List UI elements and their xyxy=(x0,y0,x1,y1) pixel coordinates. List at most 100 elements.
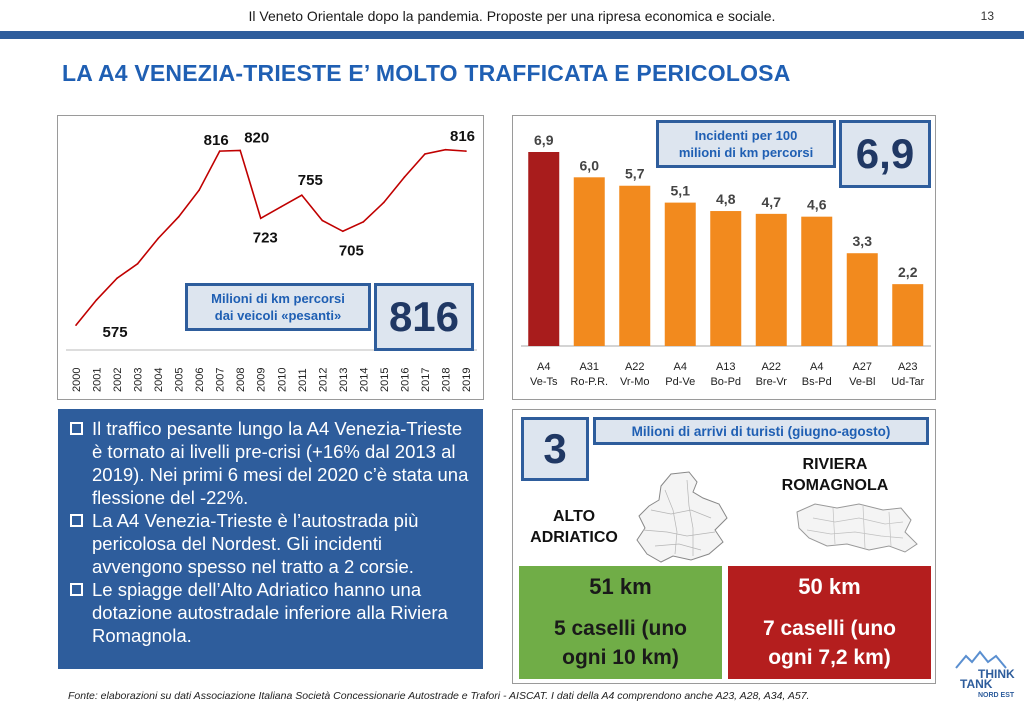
data-label: 723 xyxy=(253,229,278,246)
data-point xyxy=(342,230,344,233)
category-label-section: Bs-Pd xyxy=(802,376,832,388)
accidents-bar-chart-panel: 6,9 A4 Ve-Ts 6,0 A31 Ro-P.R. 5,7 A22 Vr-Mo 5,1 A4 P… xyxy=(512,115,936,400)
x-tick-label: 2011 xyxy=(297,368,309,392)
x-tick-label: 2018 xyxy=(440,368,452,392)
alto-name-line2: ADRIATICO xyxy=(530,529,618,546)
logo-line3: NORD EST xyxy=(978,692,1015,699)
category-label-road: A22 xyxy=(761,361,781,373)
data-point xyxy=(280,205,283,208)
category-label-section: Ve-Bl xyxy=(849,376,875,388)
data-point xyxy=(444,148,447,151)
traffic-callout-label-line2: dai veicoli «pesanti» xyxy=(214,308,342,323)
emilia-romagna-map-icon xyxy=(796,503,918,553)
heavy-traffic-series-line xyxy=(75,148,467,326)
category-label-road: A22 xyxy=(625,361,645,373)
riviera-caselli-line1: 7 caselli (uno xyxy=(762,617,897,640)
data-label: 575 xyxy=(103,324,128,341)
bar xyxy=(619,185,651,346)
bar xyxy=(801,216,833,346)
traffic-line-chart: 2000 2001 2002 2003 2004 2005 2006 2007 2008 2009… xyxy=(66,128,477,392)
alto-km: 51 km xyxy=(589,574,652,599)
x-tick-label: 2013 xyxy=(338,368,350,392)
x-tick-label: 2003 xyxy=(133,368,145,392)
header-bar xyxy=(0,31,1024,39)
bar xyxy=(846,253,878,346)
x-tick-label: 2009 xyxy=(256,368,268,392)
bar-value-label: 4,7 xyxy=(762,194,782,210)
bullet-item: Il traffico pesante lungo la A4 Venezia-… xyxy=(68,417,473,509)
accidents-bar-chart: 6,9 A4 Ve-Ts 6,0 A31 Ro-P.R. 5,7 A22 Vr-Mo 5,1 A4 P… xyxy=(521,132,931,388)
x-tick-label: 2010 xyxy=(276,368,288,392)
data-point xyxy=(259,217,262,220)
data-label: 820 xyxy=(244,129,269,146)
data-point xyxy=(465,150,467,152)
x-tick-label: 2012 xyxy=(317,368,329,392)
bar xyxy=(664,202,696,346)
accidents-callout-number: 6,9 xyxy=(855,130,915,177)
data-label: 705 xyxy=(339,242,364,259)
accidents-callout-value: 6,9 xyxy=(839,120,931,188)
key-points-box: Il traffico pesante lungo la A4 Venezia-… xyxy=(58,409,483,669)
riviera-name-line2: ROMAGNOLA xyxy=(781,477,889,494)
x-tick-label: 2015 xyxy=(379,368,391,392)
data-point xyxy=(75,324,77,326)
riviera-name-line1: RIVIERA xyxy=(802,456,868,473)
bar-value-label: 2,2 xyxy=(898,264,918,280)
accidents-callout-label-line2: milioni di km percorsi xyxy=(678,145,814,160)
x-tick-label: 2008 xyxy=(235,368,247,392)
category-label-road: A27 xyxy=(852,361,872,373)
checkbox-bullet-icon xyxy=(70,583,83,596)
bullet-item: La A4 Venezia-Trieste è l’autostrada più… xyxy=(68,509,473,578)
alto-adriatico-motorway-box: 51 km 5 caselli (uno ogni 10 km) xyxy=(519,566,722,679)
data-point xyxy=(362,221,365,223)
tourists-value: 3 xyxy=(543,425,567,472)
veneto-map-icon xyxy=(636,471,728,563)
category-label-section: Ud-Tar xyxy=(891,376,924,388)
bar-value-label: 5,7 xyxy=(625,166,645,182)
alto-caselli-line2: ogni 10 km) xyxy=(562,646,679,669)
page-title: LA A4 VENEZIA-TRIESTE E’ MOLTO TRAFFICAT… xyxy=(62,60,791,86)
bullet-text: La A4 Venezia-Trieste è l’autostrada più… xyxy=(92,510,419,577)
x-tick-label: 2002 xyxy=(112,368,124,392)
traffic-callout-label: Milioni di km percorsi dai veicoli «pesa… xyxy=(185,283,371,331)
tourists-panel: 3 Milioni di arrivi di turisti (giugno-a… xyxy=(512,409,936,684)
x-tick-label: 2006 xyxy=(194,368,206,392)
source-footnote: Fonte: elaborazioni su dati Associazione… xyxy=(68,690,810,702)
riviera-caselli-line2: ogni 7,2 km) xyxy=(768,646,891,669)
data-point xyxy=(424,153,426,155)
accidents-callout-label: Incidenti per 100 milioni di km percorsi xyxy=(656,120,836,168)
bar-value-label: 5,1 xyxy=(671,183,691,199)
riviera-romagnola-label: RIVIERA ROMAGNOLA xyxy=(775,454,895,496)
traffic-line-chart-panel: 2000 2001 2002 2003 2004 2005 2006 2007 2008 2009… xyxy=(57,115,484,400)
data-point xyxy=(218,150,221,152)
think-tank-logo: THINK TANK NORD EST xyxy=(955,650,1015,699)
data-point xyxy=(136,262,139,265)
traffic-callout-label-line1: Milioni di km percorsi xyxy=(211,291,345,306)
x-tick-label: 2007 xyxy=(215,368,227,392)
bar xyxy=(755,213,787,346)
page-header: Il Veneto Orientale dopo la pandemia. Pr… xyxy=(0,0,1024,39)
data-point xyxy=(321,219,324,222)
category-label-road: A4 xyxy=(537,361,550,373)
bar xyxy=(710,211,742,346)
bullet-text: Il traffico pesante lungo la A4 Venezia-… xyxy=(92,418,469,508)
bar-value-label: 6,9 xyxy=(534,132,554,148)
category-label-road: A23 xyxy=(898,361,918,373)
x-tick-label: 2000 xyxy=(71,368,83,392)
data-point xyxy=(383,201,385,204)
logo-line1: THINK xyxy=(978,667,1015,681)
bar-value-label: 6,0 xyxy=(580,157,600,173)
x-tick-label: 2017 xyxy=(420,368,432,392)
data-point xyxy=(239,149,242,152)
riviera-motorway-box: 50 km 7 caselli (uno ogni 7,2 km) xyxy=(728,566,931,679)
bar-value-label: 4,8 xyxy=(716,191,736,207)
accidents-callout-label-line1: Incidenti per 100 xyxy=(694,128,798,143)
x-tick-label: 2014 xyxy=(358,368,370,392)
bar-value-label: 4,6 xyxy=(807,197,827,213)
category-label-section: Ve-Ts xyxy=(530,376,558,388)
category-label-section: Bo-Pd xyxy=(710,376,741,388)
category-label-section: Pd-Ve xyxy=(665,376,695,388)
bar xyxy=(892,284,924,346)
data-point xyxy=(403,176,406,178)
tourists-label: Milioni di arrivi di turisti (giugno-ago… xyxy=(631,423,891,439)
